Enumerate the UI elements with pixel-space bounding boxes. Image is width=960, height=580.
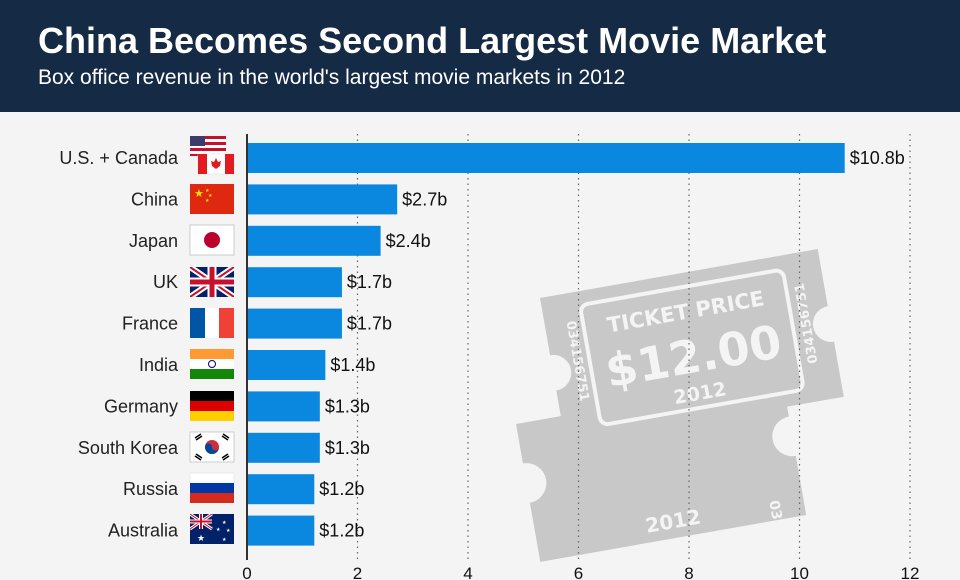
category-label: China: [131, 189, 179, 209]
value-label: $1.3b: [325, 396, 370, 416]
value-label: $2.7b: [402, 189, 447, 209]
svg-text:★: ★: [222, 520, 227, 526]
bar: [248, 432, 320, 463]
svg-text:★: ★: [226, 528, 231, 534]
category-label: UK: [153, 272, 178, 292]
bar: [248, 350, 326, 380]
x-tick-label: 10: [790, 564, 809, 580]
china-flag-icon: ★ ★ ★ ★: [190, 184, 234, 214]
bar: [248, 474, 315, 505]
category-label: Russia: [123, 479, 179, 499]
header-banner: China Becomes Second Largest Movie Marke…: [0, 0, 960, 112]
value-labels-group: $10.8b $2.7b $2.4b $1.7b $1.7b $1.4b $1.3b $1.3…: [319, 148, 904, 541]
chart-title: China Becomes Second Largest Movie Marke…: [38, 20, 827, 61]
uk-flag-icon: [190, 267, 234, 297]
svg-text:★: ★: [205, 188, 210, 194]
bar: [248, 267, 342, 298]
france-flag-icon: [190, 308, 234, 338]
bar: [248, 143, 845, 173]
flags-group: ★ ★ ★ ★: [189, 136, 235, 544]
back-ticket-serial: 03: [765, 499, 784, 521]
svg-text:★: ★: [222, 537, 227, 543]
bar: [248, 225, 381, 256]
bar-chart: 2 0 12 03 TICKET PRICE $12.00 2012 0341567…: [59, 134, 919, 580]
bars-group: [248, 143, 845, 546]
svg-text:★: ★: [205, 198, 210, 204]
x-tick-label: 6: [574, 564, 583, 580]
category-label: Japan: [129, 231, 178, 251]
bar: [248, 184, 398, 215]
category-label: Australia: [108, 521, 179, 541]
svg-text:★: ★: [216, 527, 221, 533]
value-label: $2.4b: [386, 231, 431, 251]
svg-text:★: ★: [208, 193, 213, 199]
germany-flag-icon: [190, 391, 234, 421]
svg-text:★: ★: [194, 187, 204, 200]
category-label: Germany: [104, 396, 178, 416]
category-label: South Korea: [78, 438, 179, 458]
value-label: $10.8b: [850, 148, 905, 168]
value-label: $1.3b: [325, 438, 370, 458]
us-canada-flag-icon: [190, 136, 235, 175]
bar: [248, 308, 342, 339]
value-label: $1.2b: [319, 479, 364, 499]
value-label: $1.4b: [330, 355, 375, 375]
x-tick-label: 2: [353, 564, 362, 580]
value-label: $1.2b: [319, 521, 364, 541]
ticket-illustration: 2012 03 TICKET PRICE $12.00 2012 0341567…: [516, 249, 844, 562]
x-tick-label: 0: [242, 564, 251, 580]
svg-text:★: ★: [197, 534, 205, 544]
india-flag-icon: [190, 349, 234, 379]
category-labels-group: U.S. + Canada China Japan UK France India Germ…: [59, 148, 179, 541]
category-label: U.S. + Canada: [59, 148, 179, 168]
value-label: $1.7b: [347, 272, 392, 292]
x-tick-labels-group: 0 2 4 6 8 10 12: [242, 564, 919, 580]
category-label: France: [122, 314, 178, 334]
bar: [248, 515, 315, 546]
front-ticket: TICKET PRICE $12.00 2012 034156751 03415…: [540, 249, 844, 446]
bar: [248, 391, 320, 422]
value-label: $1.7b: [347, 314, 392, 334]
australia-flag-icon: ★ ★ ★ ★ ★: [190, 514, 234, 544]
x-tick-label: 12: [901, 564, 920, 580]
south-korea-flag-icon: [189, 431, 235, 463]
japan-flag-icon: [189, 224, 235, 256]
x-tick-label: 4: [463, 564, 472, 580]
x-tick-label: 8: [684, 564, 693, 580]
russia-flag-icon: [189, 472, 235, 503]
chart-subtitle: Box office revenue in the world's larges…: [38, 66, 626, 89]
category-label: India: [139, 355, 179, 375]
